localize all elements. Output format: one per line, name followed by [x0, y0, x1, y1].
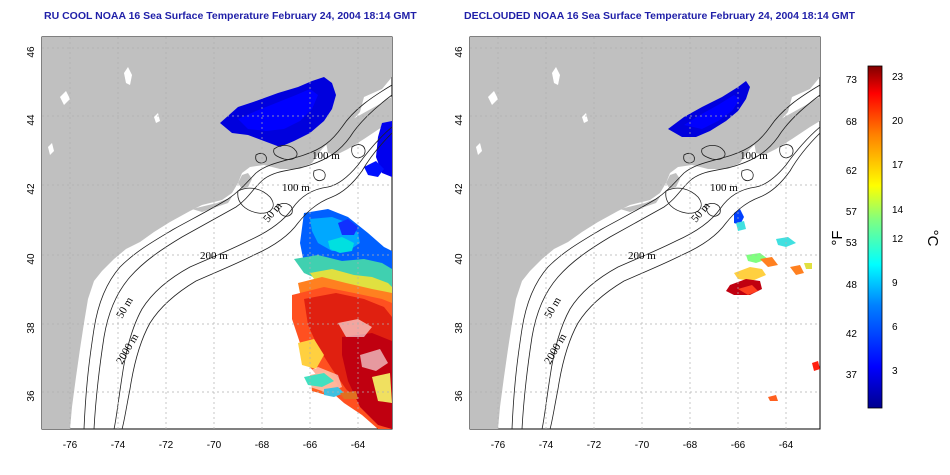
lat-tick: 36 [454, 390, 465, 402]
left-sst-field [220, 77, 392, 429]
f-tick: 62 [846, 166, 858, 177]
left-map-title: RU COOL NOAA 16 Sea Surface Temperature … [44, 10, 417, 22]
lat-tick: 46 [454, 46, 465, 58]
c-tick: 6 [892, 322, 898, 333]
celsius-ticks: 23 20 17 14 12 9 6 3 [892, 72, 904, 377]
c-tick: 23 [892, 72, 904, 83]
lat-tick: 40 [26, 253, 37, 265]
lat-tick: 42 [26, 183, 37, 195]
colorbar-gradient [867, 65, 883, 409]
left-contour-label: 200 m [200, 250, 228, 262]
right-lat-axis: 46 44 42 40 38 36 [454, 46, 465, 402]
f-tick: 73 [846, 75, 858, 86]
f-tick: 42 [846, 329, 858, 340]
c-tick: 9 [892, 278, 898, 289]
right-contour-label: 200 m [628, 250, 656, 262]
right-map-title: DECLOUDED NOAA 16 Sea Surface Temperatur… [464, 10, 855, 22]
lat-tick: 44 [454, 114, 465, 126]
c-tick: 14 [892, 205, 904, 216]
lon-tick: -72 [159, 440, 174, 451]
lat-tick: 36 [26, 390, 37, 402]
temperature-colorbar: 73 68 62 57 53 48 42 37 23 20 17 14 12 9… [829, 65, 941, 409]
left-contour-label: 100 m [282, 182, 310, 194]
lat-tick: 38 [454, 322, 465, 334]
fahrenheit-ticks: 73 68 62 57 53 48 42 37 [846, 75, 858, 381]
lon-tick: -68 [683, 440, 698, 451]
right-contour-label: 100 m [740, 150, 768, 162]
lon-tick: -74 [539, 440, 554, 451]
lat-tick: 44 [26, 114, 37, 126]
right-lon-axis: -76 -74 -72 -70 -68 -66 -64 [491, 440, 794, 451]
f-tick: 48 [846, 280, 858, 291]
right-graticule [470, 37, 820, 429]
lon-tick: -70 [635, 440, 650, 451]
fahrenheit-unit-label: °F [829, 230, 846, 245]
left-contour-label: 100 m [312, 150, 340, 162]
left-map: 100 m 100 m 50 m 200 m 50 m 2000 m 46 44… [26, 36, 393, 451]
f-tick: 37 [846, 370, 858, 381]
celsius-unit-label: °C [924, 230, 941, 247]
lon-tick: -64 [779, 440, 794, 451]
lon-tick: -76 [491, 440, 506, 451]
c-tick: 20 [892, 116, 904, 127]
lon-tick: -72 [587, 440, 602, 451]
lon-tick: -66 [303, 440, 318, 451]
left-lon-axis: -76 -74 -72 -70 -68 -66 -64 [63, 440, 366, 451]
c-tick: 17 [892, 160, 904, 171]
left-graticule [42, 37, 392, 429]
lon-tick: -64 [351, 440, 366, 451]
lon-tick: -74 [111, 440, 126, 451]
right-sst-field [668, 81, 820, 401]
lat-tick: 42 [454, 183, 465, 195]
left-lat-axis: 46 44 42 40 38 36 [26, 46, 37, 402]
right-map: 100 m 100 m 50 m 200 m 50 m 2000 m 46 44… [454, 36, 821, 451]
c-tick: 12 [892, 234, 904, 245]
lon-tick: -66 [731, 440, 746, 451]
lon-tick: -68 [255, 440, 270, 451]
lat-tick: 46 [26, 46, 37, 58]
right-contour-label: 100 m [710, 182, 738, 194]
lon-tick: -76 [63, 440, 78, 451]
lat-tick: 38 [26, 322, 37, 334]
c-tick: 3 [892, 366, 898, 377]
lon-tick: -70 [207, 440, 222, 451]
f-tick: 57 [846, 207, 858, 218]
f-tick: 68 [846, 117, 858, 128]
f-tick: 53 [846, 238, 858, 249]
lat-tick: 40 [454, 253, 465, 265]
